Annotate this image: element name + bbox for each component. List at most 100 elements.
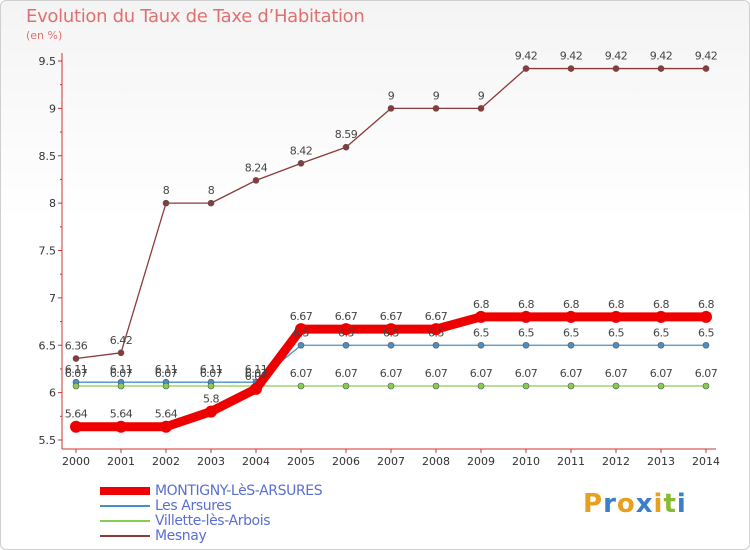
legend-label: MONTIGNY-LèS-ARSURES bbox=[155, 483, 323, 499]
data-label: 8 bbox=[163, 184, 170, 197]
data-label: 6.8 bbox=[518, 298, 534, 311]
y-tick-label: 9.5 bbox=[39, 55, 57, 68]
legend-swatch bbox=[100, 520, 150, 522]
data-label: 8.59 bbox=[335, 128, 358, 141]
y-tick-label: 7 bbox=[49, 292, 56, 305]
data-label: 9 bbox=[478, 89, 485, 102]
data-point bbox=[385, 323, 397, 336]
y-tick-label: 6 bbox=[49, 387, 56, 400]
data-point bbox=[297, 382, 305, 390]
data-point bbox=[702, 341, 710, 349]
data-point bbox=[342, 382, 350, 390]
data-label: 6.8 bbox=[563, 298, 579, 311]
data-label: 6.07 bbox=[515, 367, 538, 380]
data-point bbox=[567, 65, 575, 72]
data-label: 9.42 bbox=[650, 50, 673, 63]
data-label: 6.67 bbox=[425, 310, 448, 323]
data-point bbox=[432, 341, 440, 349]
data-point bbox=[522, 382, 530, 390]
data-point bbox=[522, 341, 530, 349]
legend-swatch bbox=[100, 535, 150, 537]
data-label: 6.07 bbox=[335, 367, 358, 380]
data-label: 9 bbox=[433, 89, 440, 102]
y-tick-label: 7.5 bbox=[39, 245, 57, 258]
data-label: 6.11 bbox=[245, 363, 268, 376]
data-point bbox=[297, 341, 305, 349]
data-point bbox=[297, 160, 305, 167]
data-label: 6.67 bbox=[290, 310, 313, 323]
legend-label: Les Arsures bbox=[155, 498, 232, 514]
data-point bbox=[115, 420, 127, 433]
data-label: 6.07 bbox=[200, 367, 223, 380]
data-label: 6.42 bbox=[110, 334, 133, 347]
data-label: 6.8 bbox=[653, 298, 669, 311]
x-tick-label: 2003 bbox=[197, 455, 225, 468]
data-label: 6.5 bbox=[383, 326, 399, 339]
data-point bbox=[610, 310, 622, 323]
data-point bbox=[117, 382, 125, 390]
data-label: 6.07 bbox=[560, 367, 583, 380]
data-label: 6.5 bbox=[473, 326, 489, 339]
data-point bbox=[387, 105, 395, 112]
data-label: 9.42 bbox=[560, 50, 583, 63]
data-label: 6.07 bbox=[290, 367, 313, 380]
data-point bbox=[432, 105, 440, 112]
data-label: 6.5 bbox=[608, 326, 624, 339]
data-point bbox=[567, 341, 575, 349]
data-label: 6.07 bbox=[155, 367, 178, 380]
data-point bbox=[160, 420, 172, 433]
y-tick-label: 5.5 bbox=[39, 434, 57, 447]
y-tick-label: 8 bbox=[49, 197, 56, 210]
data-label: 5.64 bbox=[155, 408, 178, 421]
data-label: 6.07 bbox=[245, 367, 268, 380]
x-tick-label: 2012 bbox=[602, 455, 630, 468]
data-point bbox=[252, 177, 260, 184]
data-point bbox=[655, 310, 667, 323]
logo-letter: i bbox=[676, 489, 687, 519]
data-label: 6.11 bbox=[110, 363, 133, 376]
x-tick-label: 2011 bbox=[557, 455, 585, 468]
legend-label: Villette-lès-Arbois bbox=[155, 513, 271, 529]
data-point bbox=[387, 341, 395, 349]
data-label: 6.5 bbox=[293, 326, 309, 339]
y-tick-label: 8.5 bbox=[39, 150, 57, 163]
data-point bbox=[432, 382, 440, 390]
data-label: 6.07 bbox=[380, 367, 403, 380]
chart-title: Evolution du Taux de Taxe d’Habitation bbox=[26, 6, 365, 27]
data-label: 6.5 bbox=[653, 326, 669, 339]
x-tick-label: 2002 bbox=[152, 455, 180, 468]
data-label: 6.5 bbox=[338, 326, 354, 339]
data-label: 5.8 bbox=[203, 393, 219, 406]
legend-swatch bbox=[100, 505, 150, 507]
data-label: 8.24 bbox=[245, 161, 268, 174]
data-point bbox=[72, 355, 80, 362]
data-label: 9.42 bbox=[695, 50, 718, 63]
data-point bbox=[612, 382, 620, 390]
data-point bbox=[702, 382, 710, 390]
data-point bbox=[250, 382, 262, 395]
data-label: 8.42 bbox=[290, 144, 313, 157]
data-point bbox=[702, 65, 710, 72]
data-point bbox=[657, 341, 665, 349]
data-point bbox=[70, 420, 82, 433]
data-point bbox=[340, 323, 352, 336]
data-label: 6.07 bbox=[470, 367, 493, 380]
proxiti-logo: Proxiti bbox=[583, 489, 687, 519]
data-label: 6.07 bbox=[110, 367, 133, 380]
data-label: 6.11 bbox=[65, 363, 88, 376]
data-label: 6.04 bbox=[245, 370, 268, 383]
data-point bbox=[657, 65, 665, 72]
data-point bbox=[700, 310, 712, 323]
y-tick-label: 9 bbox=[49, 102, 56, 115]
x-tick-label: 2005 bbox=[287, 455, 315, 468]
data-label: 6.07 bbox=[605, 367, 628, 380]
logo-letter: x bbox=[635, 489, 654, 519]
data-point bbox=[475, 310, 487, 323]
x-tick-label: 2009 bbox=[467, 455, 495, 468]
data-point bbox=[567, 382, 575, 390]
data-label: 6.67 bbox=[380, 310, 403, 323]
data-label: 6.07 bbox=[695, 367, 718, 380]
data-point bbox=[612, 341, 620, 349]
